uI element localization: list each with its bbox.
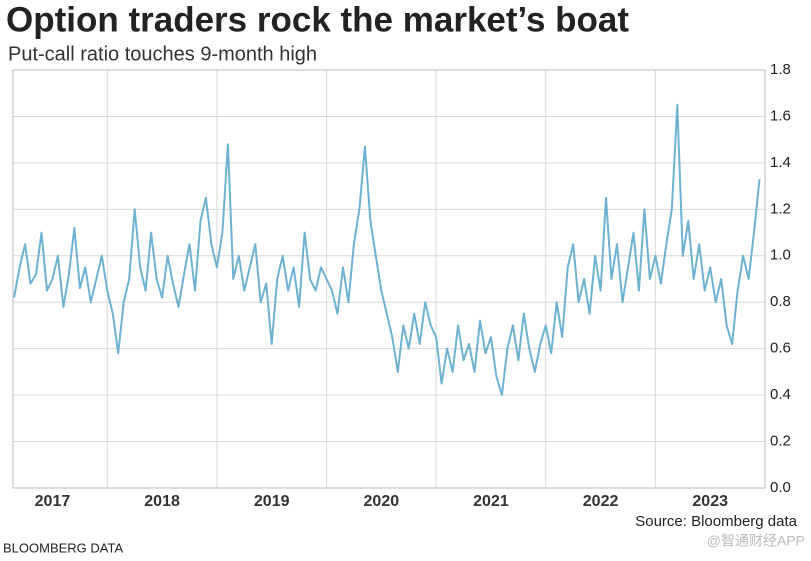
y-tick-label: 0.8 (770, 293, 791, 310)
watermark: @智通财经APP (707, 533, 805, 549)
x-tick-label: 2019 (254, 493, 290, 510)
chart-title: Option traders rock the market’s boat (6, 0, 629, 39)
chart-subtitle: Put-call ratio touches 9-month high (8, 43, 317, 65)
x-tick-label: 2020 (364, 493, 400, 510)
data-line (13, 103, 761, 397)
x-tick-label: 2021 (473, 493, 509, 510)
y-tick-label: 0.4 (770, 386, 791, 403)
y-tick-label: 1.0 (770, 247, 791, 264)
y-tick-label: 1.2 (770, 200, 791, 217)
credit: BLOOMBERG DATA (3, 540, 123, 555)
y-tick-label: 1.4 (770, 154, 791, 171)
y-tick-label: 1.8 (770, 61, 791, 78)
x-tick-label: 2023 (692, 493, 728, 510)
x-tick-label: 2017 (35, 493, 71, 510)
plot-frame (12, 69, 766, 489)
x-tick-label: 2022 (583, 493, 619, 510)
y-tick-label: 0.6 (770, 340, 791, 357)
source-note: Source: Bloomberg data (635, 513, 797, 530)
y-tick-label: 1.6 (770, 107, 791, 124)
y-tick-label: 0.0 (770, 479, 791, 496)
x-tick-label: 2018 (144, 493, 180, 510)
y-tick-label: 0.2 (770, 433, 791, 450)
